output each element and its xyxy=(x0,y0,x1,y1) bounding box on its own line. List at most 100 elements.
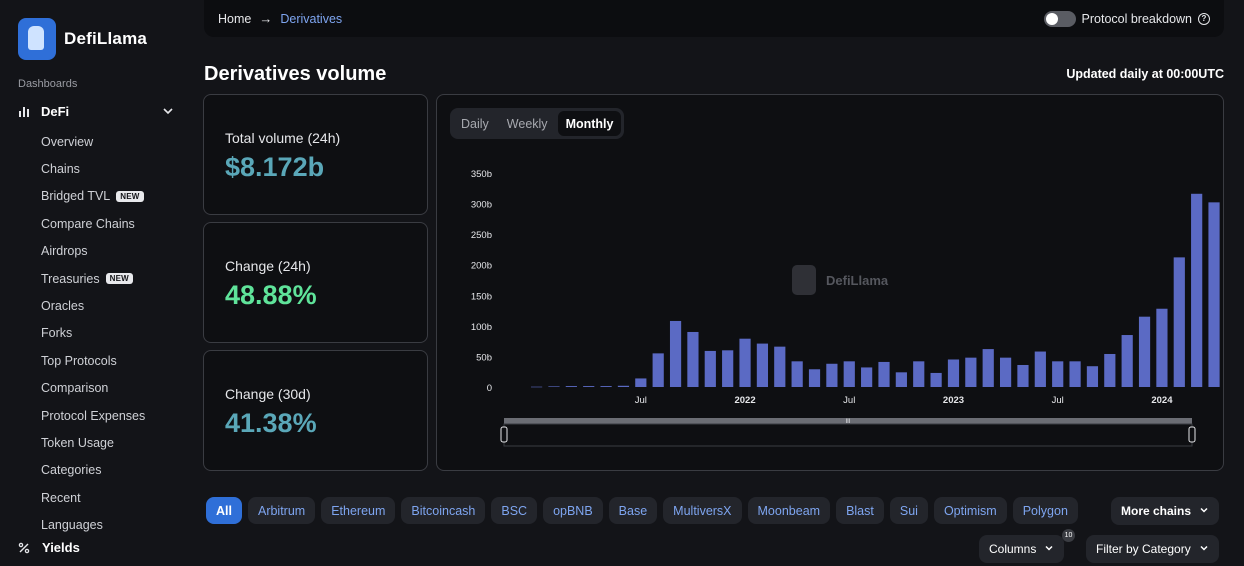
sidebar-group-yields[interactable]: Yields xyxy=(18,540,80,555)
filter-by-category-button[interactable]: Filter by Category xyxy=(1086,535,1219,563)
chain-chip-all[interactable]: All xyxy=(206,497,242,524)
chart-bar xyxy=(1138,316,1151,387)
brand-name: DefiLlama xyxy=(64,29,148,48)
slider-handle-left[interactable] xyxy=(500,426,508,443)
chart-bar xyxy=(878,361,890,387)
sidebar-item-label: Recent xyxy=(41,490,81,505)
chart-bar xyxy=(652,353,664,387)
chain-chip-bitcoincash[interactable]: Bitcoincash xyxy=(401,497,486,524)
sidebar-item-recent[interactable]: Recent xyxy=(41,484,145,511)
chart-range-slider[interactable]: III xyxy=(500,418,1196,447)
chain-chip-ethereum[interactable]: Ethereum xyxy=(321,497,396,524)
breadcrumb-home[interactable]: Home xyxy=(218,11,252,26)
sidebar-item-label: Forks xyxy=(41,326,73,341)
chain-chip-optimism[interactable]: Optimism xyxy=(933,497,1007,524)
chart-bar xyxy=(1034,351,1046,387)
sidebar-item-label: Protocol Expenses xyxy=(41,408,146,423)
watermark-text: DefiLlama xyxy=(826,273,889,288)
y-tick-label: 350b xyxy=(471,169,492,180)
stat-label: Total volume (24h) xyxy=(225,130,341,146)
chain-chip-multiversx[interactable]: MultiversX xyxy=(663,497,742,524)
help-icon[interactable]: ? xyxy=(1198,12,1210,25)
breadcrumb-current[interactable]: Derivatives xyxy=(280,11,343,26)
stat-value: $8.172b xyxy=(225,152,325,182)
stat-value: 41.38% xyxy=(225,408,317,438)
chain-chip-moonbeam[interactable]: Moonbeam xyxy=(747,497,831,524)
protocol-breakdown-toggle[interactable]: Protocol breakdown ? xyxy=(1043,10,1210,27)
y-tick-label: 150b xyxy=(471,291,492,302)
sidebar-item-compare-chains[interactable]: Compare Chains xyxy=(41,210,145,237)
bar-chart-icon xyxy=(18,105,31,118)
sidebar-item-label: Airdrops xyxy=(41,244,88,259)
sidebar-item-bridged-tvl[interactable]: Bridged TVL NEW xyxy=(41,183,145,210)
chain-chip-opbnb[interactable]: opBNB xyxy=(543,497,603,524)
toggle-switch[interactable] xyxy=(1043,10,1076,27)
chain-chip-base[interactable]: Base xyxy=(608,497,658,524)
x-tick-label: Jul xyxy=(843,395,855,406)
stat-label: Change (24h) xyxy=(225,258,311,274)
sidebar-group-label: DeFi xyxy=(41,103,70,119)
sidebar-item-categories[interactable]: Categories xyxy=(41,457,145,484)
sidebar-item-token-usage[interactable]: Token Usage xyxy=(41,429,145,456)
chart-bar xyxy=(756,343,769,387)
stat-card-total-volume: Total volume (24h) $8.172b xyxy=(203,94,428,215)
sidebar-group-defi[interactable]: DeFi xyxy=(18,101,174,121)
slider-handle-right[interactable] xyxy=(1188,426,1196,443)
chart-bar xyxy=(1191,193,1203,387)
chain-chip-arbitrum[interactable]: Arbitrum xyxy=(247,497,316,524)
volume-bar-chart: DefiLlama 350b 300b 250b 200b 150b 100b 50b 0 Jul… xyxy=(471,169,1220,447)
sidebar-item-protocol-expenses[interactable]: Protocol Expenses xyxy=(41,402,145,429)
sidebar-item-airdrops[interactable]: Airdrops xyxy=(41,238,145,265)
slider-window xyxy=(503,423,1193,447)
tab-daily[interactable]: Daily xyxy=(461,116,489,131)
sidebar-item-top-protocols[interactable]: Top Protocols xyxy=(41,347,145,374)
chart-bar xyxy=(1173,257,1185,387)
x-tick-label: 2023 xyxy=(943,395,964,406)
chevron-down-icon xyxy=(1199,504,1209,518)
columns-button[interactable]: Columns xyxy=(979,535,1065,563)
chart-bar xyxy=(739,338,751,387)
chart-bar xyxy=(722,350,734,387)
sidebar-item-oracles[interactable]: Oracles xyxy=(41,292,145,319)
chain-filter-chips: All Arbitrum Ethereum Bitcoincash BSC opBNB Ba… xyxy=(206,497,1078,524)
x-tick-label: 2022 xyxy=(734,395,755,406)
chart-bar xyxy=(861,367,873,387)
chart-bar xyxy=(808,369,821,387)
page-title: Derivatives volume xyxy=(204,63,387,85)
chart-bar xyxy=(982,349,994,387)
chain-chip-blast[interactable]: Blast xyxy=(836,497,884,524)
chain-chip-sui[interactable]: Sui xyxy=(889,497,928,524)
chain-chip-polygon[interactable]: Polygon xyxy=(1012,497,1078,524)
sidebar-item-treasuries[interactable]: Treasuries NEW xyxy=(41,265,145,292)
chart-bar xyxy=(704,350,716,387)
chart-bar xyxy=(1069,361,1081,387)
chart-bar xyxy=(565,386,577,387)
filter-label: Filter by Category xyxy=(1096,542,1191,556)
chart-bar xyxy=(999,357,1012,387)
sidebar-item-comparison[interactable]: Comparison xyxy=(41,375,145,402)
chart-bar xyxy=(791,361,803,387)
more-chains-button[interactable]: More chains xyxy=(1111,497,1220,525)
chain-chip-bsc[interactable]: BSC xyxy=(491,497,538,524)
chevron-down-icon[interactable] xyxy=(162,105,174,117)
grip-icon: III xyxy=(845,419,850,425)
chart-bar xyxy=(774,346,786,387)
brand-logo[interactable]: DefiLlama xyxy=(18,18,147,60)
slider-track xyxy=(504,418,1192,424)
chevron-down-icon xyxy=(1044,542,1054,556)
sidebar-item-overview[interactable]: Overview xyxy=(41,128,145,155)
sidebar-item-label: Overview xyxy=(41,134,94,149)
chart-bar xyxy=(1104,353,1116,387)
chart-bar xyxy=(531,386,543,388)
columns-label: Columns xyxy=(989,542,1037,556)
tab-monthly[interactable]: Monthly xyxy=(557,111,622,136)
sidebar-item-languages[interactable]: Languages xyxy=(41,511,145,538)
sidebar-item-forks[interactable]: Forks xyxy=(41,320,145,347)
y-tick-label: 300b xyxy=(471,200,492,211)
sidebar-item-chains[interactable]: Chains xyxy=(41,155,145,182)
chart-bar xyxy=(965,357,977,387)
sidebar-item-label: Comparison xyxy=(41,381,109,396)
tab-weekly[interactable]: Weekly xyxy=(506,116,548,131)
y-tick-label: 100b xyxy=(471,322,492,333)
chart-bar xyxy=(687,331,699,387)
